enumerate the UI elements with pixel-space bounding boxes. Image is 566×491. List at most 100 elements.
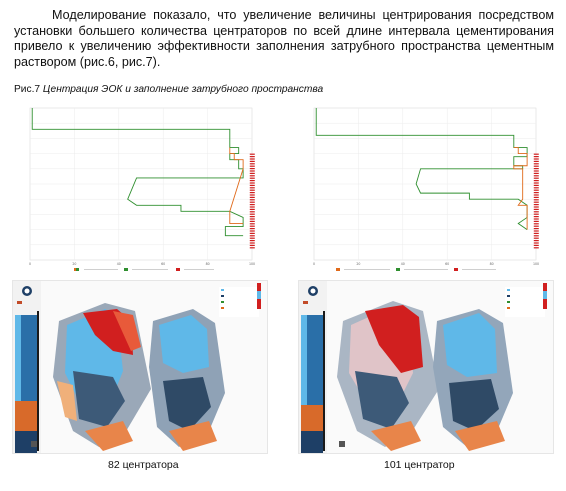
- chart-svg-2: 0 20 40 60 80 100: [313, 107, 539, 271]
- centralization-marker: [249, 199, 255, 201]
- centralization-marker: [533, 235, 539, 237]
- centralization-marker: [249, 240, 255, 242]
- x-tick-label: 40: [117, 262, 121, 266]
- centralization-marker: [533, 189, 539, 191]
- centralization-marker: [533, 194, 539, 196]
- centralization-marker: [533, 247, 539, 249]
- centralization-marker: [249, 213, 255, 215]
- centralization-marker: [249, 218, 255, 220]
- centralization-marker: [249, 211, 255, 213]
- centralization-marker: [249, 187, 255, 189]
- centralization-marker: [249, 156, 255, 158]
- x-tick-label: 0: [29, 262, 31, 266]
- centralization-chart-82: 0 20 40 60 80 100: [12, 100, 262, 276]
- centralization-marker: [249, 192, 255, 194]
- figure-title: Центрация ЭОК и заполнение затрубного пр…: [42, 84, 324, 95]
- centralization-marker: [533, 170, 539, 172]
- centralization-marker: [249, 242, 255, 244]
- annulus-fill-render-101: [298, 280, 554, 454]
- centralization-marker: [249, 237, 255, 239]
- panel-caption-82: 82 центратора: [108, 459, 179, 471]
- centralization-marker: [249, 163, 255, 165]
- centralization-marker: [249, 160, 255, 162]
- centralization-marker: [533, 168, 539, 170]
- centralization-marker: [533, 237, 539, 239]
- centralization-marker: [533, 240, 539, 242]
- centralization-marker: [249, 230, 255, 232]
- centralization-marker: [249, 235, 255, 237]
- centralization-marker: [533, 225, 539, 227]
- centralization-marker: [533, 206, 539, 208]
- centralization-marker: [249, 244, 255, 246]
- x-tick-label: 60: [161, 262, 165, 266]
- centralization-marker: [533, 177, 539, 179]
- centralization-marker: [249, 228, 255, 230]
- centralization-marker: [533, 223, 539, 225]
- centralization-marker: [249, 177, 255, 179]
- render-svg-1: [13, 281, 261, 453]
- centralization-marker: [249, 201, 255, 203]
- chart-svg-1: 0 20 40 60 80 100: [29, 107, 255, 271]
- body-paragraph: Моделирование показало, что увеличение в…: [14, 8, 554, 69]
- centralization-marker: [533, 196, 539, 198]
- centralization-marker: [249, 223, 255, 225]
- render-svg-2: [299, 281, 547, 453]
- x-tick-label: 100: [533, 262, 539, 266]
- centralization-marker: [249, 216, 255, 218]
- centralization-marker: [533, 242, 539, 244]
- series-line: [31, 108, 244, 237]
- centralization-marker: [533, 182, 539, 184]
- x-tick-label: 40: [401, 262, 405, 266]
- centralization-marker: [533, 201, 539, 203]
- centralization-marker: [249, 175, 255, 177]
- centralization-marker: [533, 160, 539, 162]
- centralization-marker: [533, 163, 539, 165]
- centralization-marker: [249, 206, 255, 208]
- panel-caption-101: 101 центратор: [384, 459, 455, 471]
- x-tick-label: 0: [313, 262, 315, 266]
- x-tick-label: 60: [445, 262, 449, 266]
- centralization-marker: [533, 153, 539, 155]
- centralization-marker: [249, 180, 255, 182]
- centralization-marker: [249, 208, 255, 210]
- centralization-marker: [249, 184, 255, 186]
- centralization-marker: [249, 247, 255, 249]
- centralization-marker: [249, 153, 255, 155]
- figure-number: Рис.7: [14, 84, 41, 95]
- series-line: [513, 147, 528, 230]
- centralization-marker: [533, 213, 539, 215]
- centralization-chart-101: 0 20 40 60 80 100: [296, 100, 546, 276]
- x-tick-label: 80: [206, 262, 210, 266]
- series-line: [229, 147, 244, 224]
- annulus-fill-render-82: [12, 280, 268, 454]
- centralization-marker: [533, 199, 539, 201]
- centralization-marker: [249, 196, 255, 198]
- centralization-marker: [533, 192, 539, 194]
- centralization-marker: [249, 232, 255, 234]
- centralization-marker: [533, 244, 539, 246]
- x-tick-label: 100: [249, 262, 255, 266]
- centralization-marker: [249, 182, 255, 184]
- centralization-marker: [249, 194, 255, 196]
- centralization-marker: [533, 187, 539, 189]
- centralization-marker: [533, 180, 539, 182]
- centralization-marker: [533, 220, 539, 222]
- centralization-marker: [533, 218, 539, 220]
- centralization-marker: [533, 204, 539, 206]
- centralization-marker: [249, 170, 255, 172]
- centralization-marker: [249, 204, 255, 206]
- centralization-marker: [249, 165, 255, 167]
- centralization-marker: [533, 232, 539, 234]
- centralization-marker: [533, 175, 539, 177]
- centralization-marker: [533, 158, 539, 160]
- centralization-marker: [249, 168, 255, 170]
- centralization-marker: [533, 208, 539, 210]
- centralization-marker: [533, 165, 539, 167]
- centralization-marker: [249, 189, 255, 191]
- centralization-marker: [249, 172, 255, 174]
- centralization-marker: [533, 184, 539, 186]
- centralization-marker: [533, 211, 539, 213]
- centralization-marker: [533, 156, 539, 158]
- centralization-marker: [533, 172, 539, 174]
- centralization-marker: [533, 228, 539, 230]
